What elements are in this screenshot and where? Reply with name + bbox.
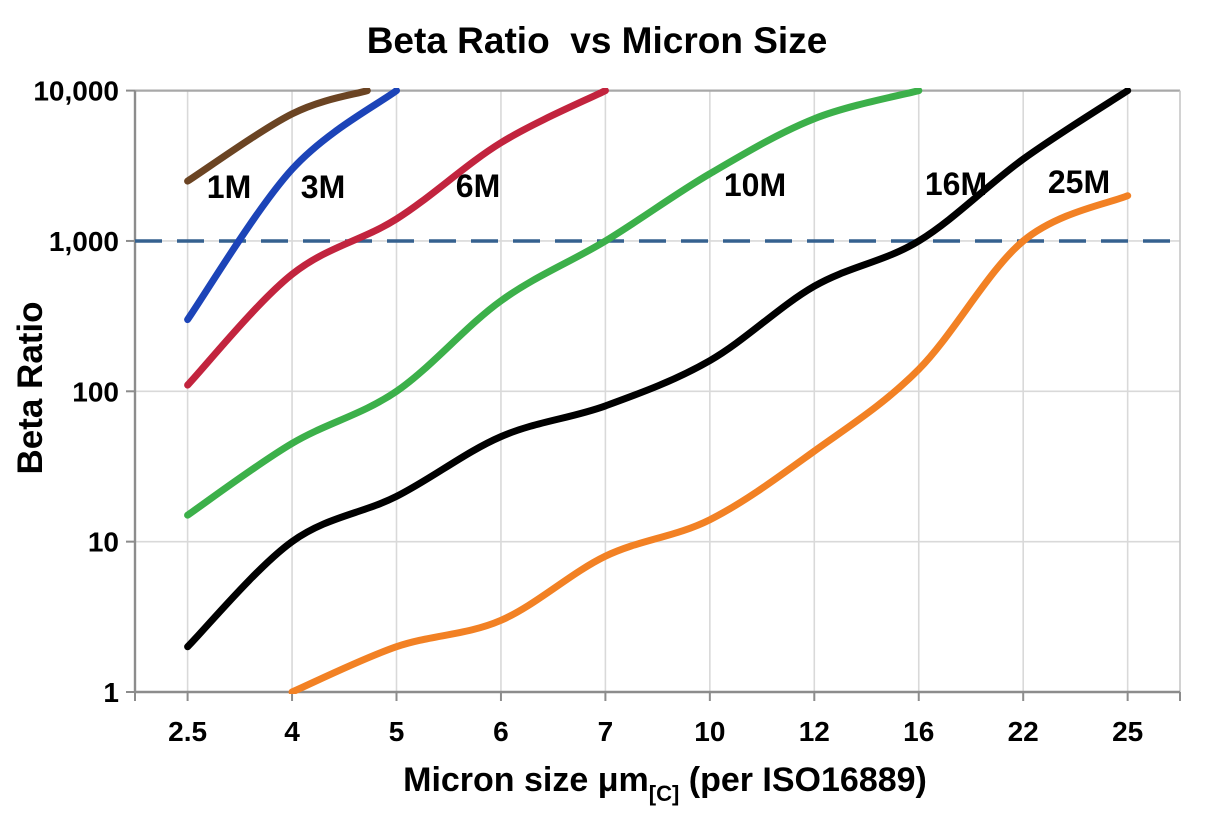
x-axis-title-main: Micron size μm — [403, 761, 649, 799]
series-label-3M: 3M — [301, 169, 345, 205]
y-tick-label-10: 10 — [88, 527, 119, 558]
gridlines — [135, 90, 1180, 692]
x-axis-title-subscript: [C] — [649, 781, 680, 806]
series-label-1M: 1M — [207, 169, 251, 205]
x-tick-label-25: 25 — [1112, 716, 1143, 747]
x-axis-title-tail: (per ISO16889) — [679, 761, 927, 799]
series-labels: 1M 3M 6M 10M 16M 25M — [207, 164, 1110, 205]
y-tick-label-100: 100 — [72, 376, 119, 407]
series-line-10M — [184, 88, 923, 519]
series-label-16M: 16M — [925, 166, 987, 202]
x-tick-label-7: 7 — [598, 716, 614, 747]
y-tick-label-10000: 10,000 — [33, 76, 119, 107]
x-tick-label-5: 5 — [389, 716, 405, 747]
x-tick-label-12: 12 — [799, 716, 830, 747]
series-label-10M: 10M — [724, 167, 786, 203]
x-tick-label-22: 22 — [1008, 716, 1039, 747]
series-line-25M — [288, 192, 1132, 694]
x-tick-label-6: 6 — [493, 716, 509, 747]
chart-title: Beta Ratio vs Micron Size — [367, 20, 828, 61]
x-axis-title: Micron size μm[C] (per ISO16889) — [403, 761, 927, 806]
series-line-1M — [184, 88, 371, 185]
series-line-3M — [184, 88, 400, 324]
series-line-6M — [184, 88, 609, 389]
series-label-25M: 25M — [1048, 164, 1110, 200]
y-tick-label-1: 1 — [103, 677, 119, 708]
series-label-6M: 6M — [456, 168, 500, 204]
y-axis-title: Beta Ratio — [11, 301, 50, 474]
series-curves — [184, 88, 1132, 694]
series-line-16M — [184, 88, 1132, 651]
tick-marks — [126, 89, 1181, 701]
x-tick-label-2.5: 2.5 — [168, 716, 207, 747]
x-tick-label-4: 4 — [284, 716, 300, 747]
x-tick-label-16: 16 — [903, 716, 934, 747]
x-tick-label-10: 10 — [694, 716, 725, 747]
tick-labels: 2.5 4 5 6 7 10 12 16 22 25 10,000 1,000 100 10 1 — [33, 76, 1143, 747]
y-tick-label-1000: 1,000 — [49, 226, 119, 257]
